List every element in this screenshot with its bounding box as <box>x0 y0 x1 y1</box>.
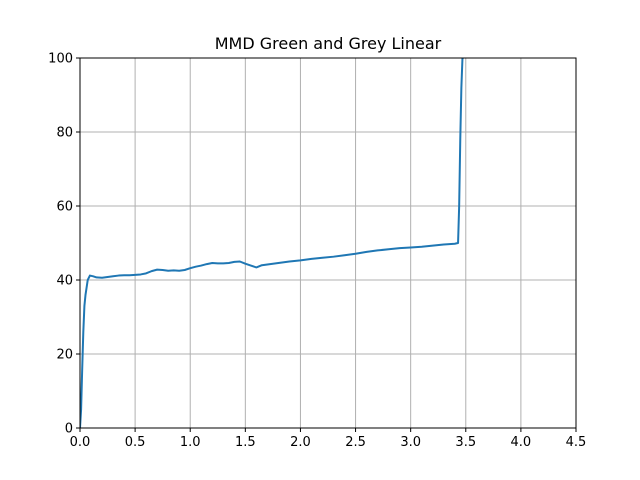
y-tick-label: 60 <box>56 200 73 215</box>
y-tick-label: 20 <box>56 348 73 363</box>
x-tick-label: 3.0 <box>400 435 421 450</box>
x-tick-label: 4.0 <box>511 435 532 450</box>
x-tick-label: 0.0 <box>70 435 91 450</box>
x-tick-label: 1.0 <box>180 435 201 450</box>
y-tick-label: 40 <box>56 274 73 289</box>
x-tick-label: 1.5 <box>235 435 256 450</box>
grid <box>79 57 577 429</box>
x-tick-label: 0.5 <box>125 435 146 450</box>
ticks <box>76 57 577 432</box>
series-layer <box>80 58 465 428</box>
plot-frame <box>79 57 577 429</box>
x-tick-label: 4.5 <box>566 435 587 450</box>
chart-title: MMD Green and Grey Linear <box>215 34 442 53</box>
y-tick-label: 0 <box>65 422 73 437</box>
y-tick-label: 100 <box>48 52 73 67</box>
x-tick-label: 2.5 <box>345 435 366 450</box>
y-tick-label: 80 <box>56 126 73 141</box>
series-line-0 <box>80 58 465 428</box>
tick-labels: 0.0 0.5 1.0 1.5 2.0 2.5 3.0 3.5 4.0 4.5 0 20 40 60 80 1… <box>48 52 586 451</box>
x-tick-label: 2.0 <box>290 435 311 450</box>
x-tick-label: 3.5 <box>455 435 476 450</box>
